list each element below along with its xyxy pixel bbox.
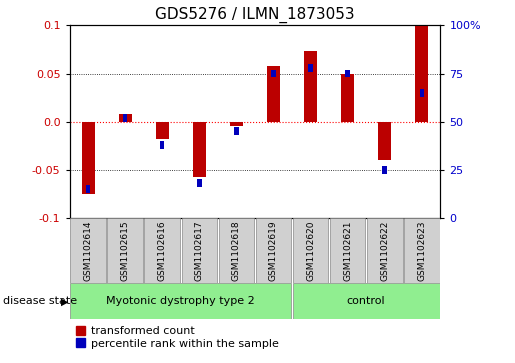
Bar	[230, 122, 243, 126]
FancyBboxPatch shape	[330, 218, 366, 283]
Text: GSM1102615: GSM1102615	[121, 220, 130, 281]
Bar	[383, 166, 387, 174]
Text: GSM1102620: GSM1102620	[306, 220, 315, 281]
Bar	[346, 70, 350, 77]
Bar	[160, 141, 164, 148]
Bar	[118, 114, 132, 122]
Bar	[156, 122, 169, 139]
FancyBboxPatch shape	[70, 218, 106, 283]
Legend: transformed count, percentile rank within the sample: transformed count, percentile rank withi…	[75, 325, 280, 350]
Text: ▶: ▶	[61, 296, 68, 306]
Text: GSM1102622: GSM1102622	[380, 220, 389, 281]
Bar	[304, 52, 317, 122]
FancyBboxPatch shape	[293, 283, 440, 319]
Bar	[420, 89, 424, 97]
FancyBboxPatch shape	[181, 218, 217, 283]
Bar	[341, 73, 354, 122]
Bar	[197, 179, 201, 187]
Text: GSM1102614: GSM1102614	[83, 220, 93, 281]
FancyBboxPatch shape	[255, 218, 291, 283]
FancyBboxPatch shape	[107, 218, 143, 283]
FancyBboxPatch shape	[293, 218, 329, 283]
Bar	[86, 185, 90, 193]
Bar	[308, 64, 313, 72]
Text: control: control	[347, 296, 385, 306]
Title: GDS5276 / ILMN_1873053: GDS5276 / ILMN_1873053	[155, 7, 355, 23]
Bar	[193, 122, 206, 178]
FancyBboxPatch shape	[404, 218, 440, 283]
FancyBboxPatch shape	[144, 218, 180, 283]
FancyBboxPatch shape	[367, 218, 403, 283]
FancyBboxPatch shape	[70, 283, 291, 319]
Bar	[81, 122, 95, 194]
Text: Myotonic dystrophy type 2: Myotonic dystrophy type 2	[107, 296, 255, 306]
Text: disease state: disease state	[3, 296, 77, 306]
Bar	[271, 70, 276, 77]
Bar	[267, 66, 280, 122]
Text: GSM1102621: GSM1102621	[343, 220, 352, 281]
Bar	[234, 127, 238, 135]
FancyBboxPatch shape	[218, 218, 254, 283]
Text: GSM1102618: GSM1102618	[232, 220, 241, 281]
Text: GSM1102616: GSM1102616	[158, 220, 167, 281]
Text: GSM1102617: GSM1102617	[195, 220, 204, 281]
Bar	[378, 122, 391, 160]
Text: GSM1102619: GSM1102619	[269, 220, 278, 281]
Text: GSM1102623: GSM1102623	[417, 220, 426, 281]
Bar	[123, 114, 127, 122]
Bar	[415, 25, 428, 122]
